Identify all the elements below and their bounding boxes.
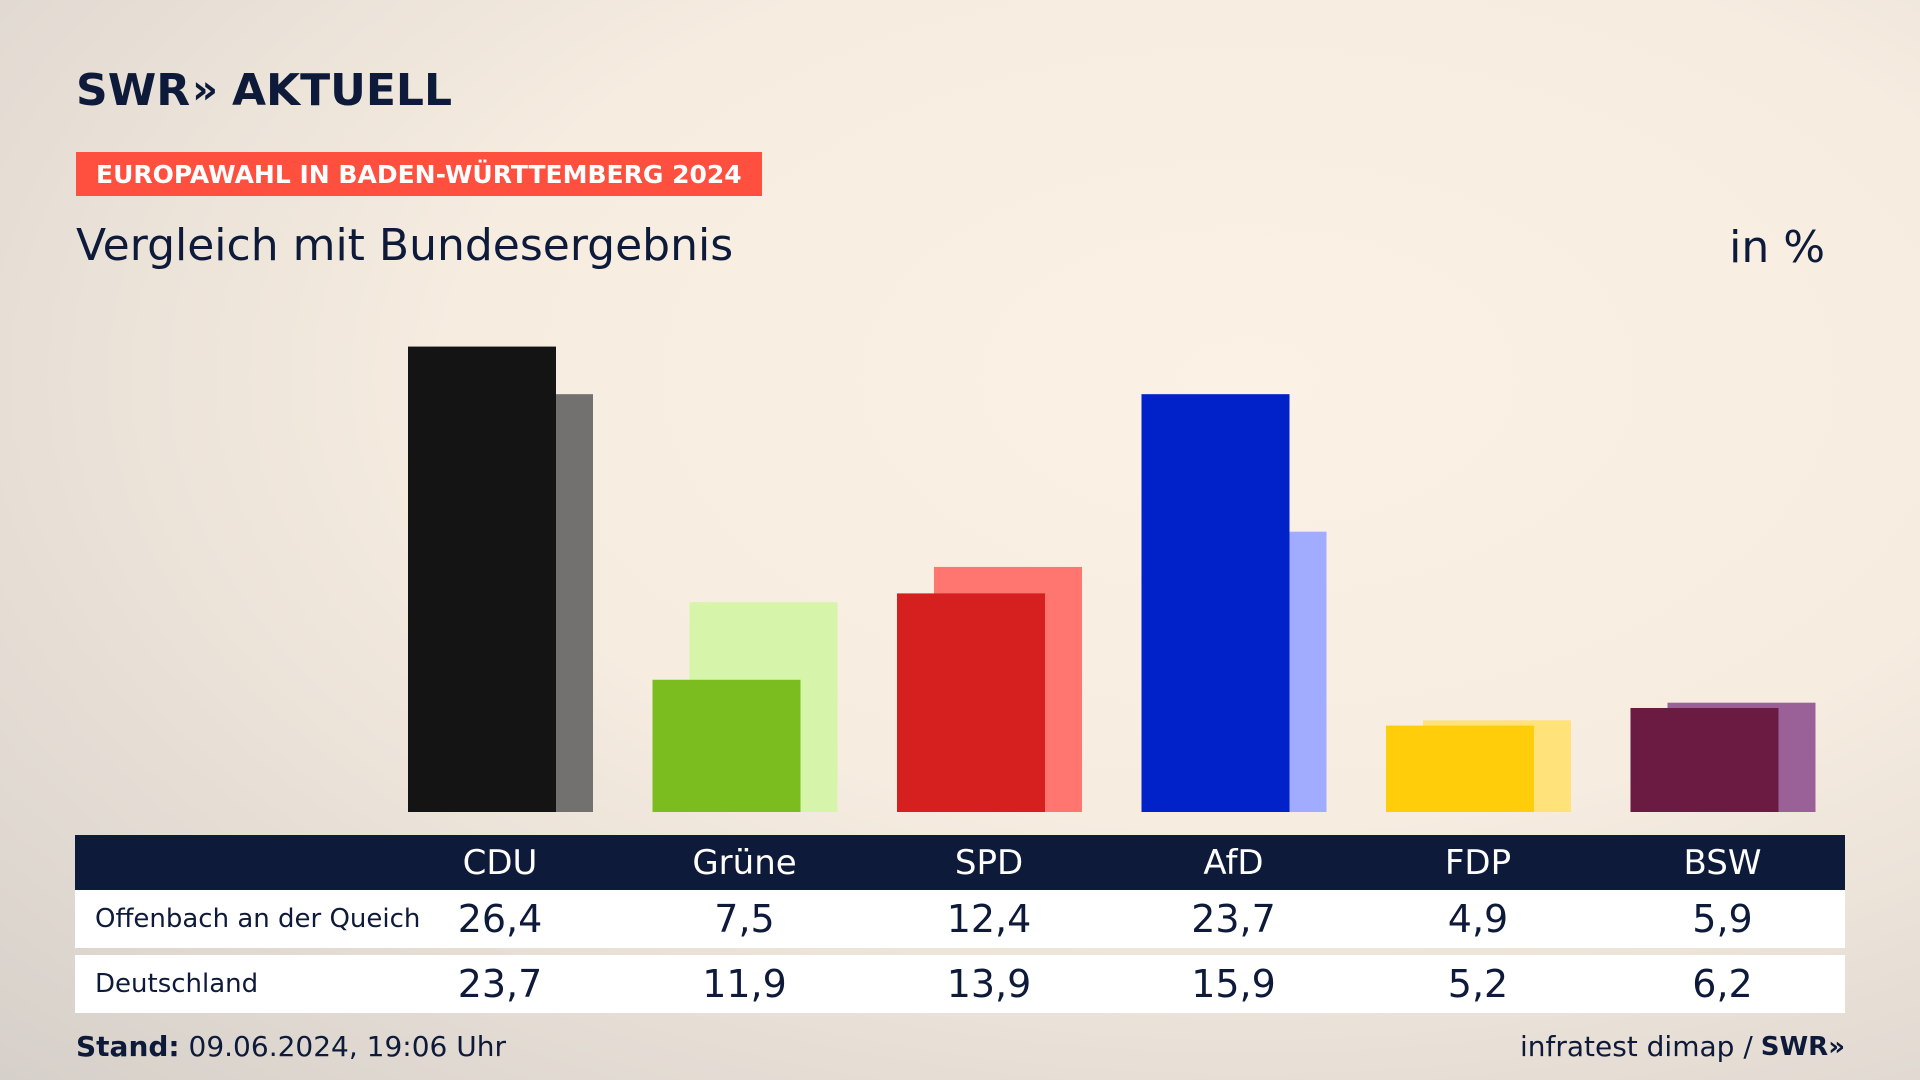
election-badge: EUROPAWAHL IN BADEN-WÜRTTEMBERG 2024 xyxy=(76,152,762,196)
bar-fdp-local xyxy=(1386,725,1534,812)
bar-chart xyxy=(408,346,1816,812)
value-cell: 7,5 xyxy=(714,897,775,941)
column-header-cdu: CDU xyxy=(462,842,538,883)
swr-mini-logo: SWR» xyxy=(1760,1031,1845,1062)
value-cell: 26,4 xyxy=(457,897,543,941)
source-credit: infratest dimap / SWR» xyxy=(1520,1030,1845,1063)
bar-grne-local xyxy=(652,679,801,812)
table-header: CDU Grüne SPD AfD FDP BSW xyxy=(75,835,1845,890)
value-cell: 23,7 xyxy=(457,962,543,1006)
value-cell: 4,9 xyxy=(1447,897,1509,941)
value-cell: 6,2 xyxy=(1692,962,1753,1006)
bar-spd-local xyxy=(897,593,1045,812)
stand-label: Stand: xyxy=(76,1030,180,1063)
value-cell: 13,9 xyxy=(946,962,1032,1006)
column-header-grne: Grüne xyxy=(692,842,797,883)
value-cell: 12,4 xyxy=(946,897,1032,941)
bar-afd-local xyxy=(1141,394,1290,812)
column-header-afd: AfD xyxy=(1203,842,1264,883)
column-header-spd: SPD xyxy=(954,842,1024,883)
source-text: infratest dimap / xyxy=(1519,1030,1753,1063)
value-cell: 11,9 xyxy=(702,962,787,1006)
unit-label: in % xyxy=(1729,222,1825,273)
logo-aktuell-text: AKTUELL xyxy=(231,64,452,116)
results-table: CDU Grüne SPD AfD FDP BSW Offenbach an der Qu… xyxy=(75,835,1845,1013)
logo-swr-text: SWR xyxy=(76,64,191,116)
column-header-fdp: FDP xyxy=(1444,842,1512,883)
value-cell: 23,7 xyxy=(1191,897,1276,941)
value-cell: 15,9 xyxy=(1191,962,1276,1006)
stand-value: 09.06.2024, 19:06 Uhr xyxy=(188,1030,506,1063)
chart-subtitle: Vergleich mit Bundesergebnis xyxy=(76,220,734,271)
swr-aktuell-logo: SWR » AKTUELL xyxy=(76,64,452,116)
value-cell: 5,9 xyxy=(1692,897,1753,941)
table-row: Deutschland 23,7 11,9 13,9 15,9 5,2 6,2 xyxy=(75,955,1845,1013)
row-label: Deutschland xyxy=(95,969,259,999)
bar-cdu-local xyxy=(408,346,556,812)
double-chevron-icon: » xyxy=(192,67,218,113)
table-row: Offenbach an der Queich 26,4 7,5 12,4 23,7 4… xyxy=(75,890,1845,948)
column-header-bsw: BSW xyxy=(1683,842,1762,883)
value-cell: 5,2 xyxy=(1447,962,1509,1006)
row-label: Offenbach an der Queich xyxy=(95,904,421,934)
timestamp: Stand: 09.06.2024, 19:06 Uhr xyxy=(76,1030,506,1063)
bar-bsw-local xyxy=(1630,707,1779,812)
